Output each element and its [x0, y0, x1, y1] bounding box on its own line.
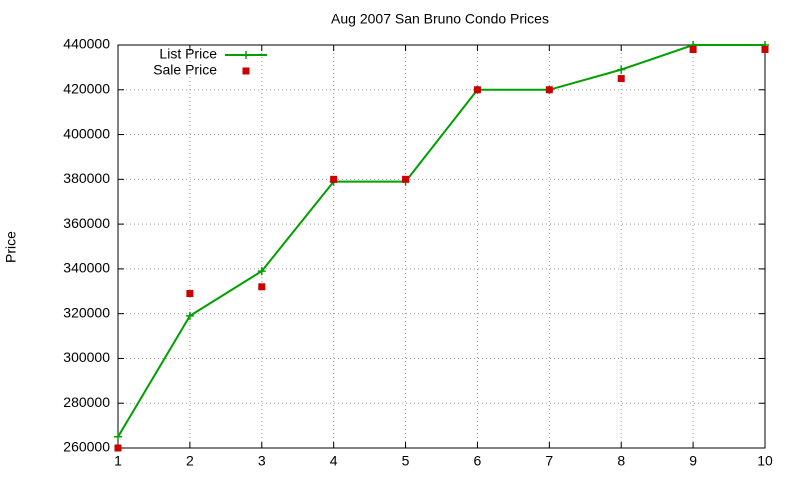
data-point — [258, 283, 266, 291]
x-tick-label: 1 — [114, 453, 122, 469]
x-tick-label: 2 — [186, 453, 194, 469]
data-point — [473, 86, 481, 94]
x-tick-label: 5 — [402, 453, 410, 469]
data-point — [617, 75, 625, 83]
y-tick-label: 420000 — [63, 80, 110, 96]
legend-marker — [242, 67, 250, 75]
legend-label: Sale Price — [153, 62, 217, 78]
x-tick-label: 7 — [545, 453, 553, 469]
data-point — [186, 290, 194, 298]
y-tick-label: 360000 — [63, 215, 110, 231]
y-axis-label: Price — [3, 231, 19, 263]
y-tick-label: 280000 — [63, 394, 110, 410]
x-tick-label: 3 — [258, 453, 266, 469]
plot-frame — [117, 44, 766, 449]
data-point — [114, 432, 122, 441]
data-point — [761, 45, 769, 53]
y-tick-label: 440000 — [63, 36, 110, 52]
series-line — [117, 44, 765, 438]
data-point — [617, 65, 626, 74]
data-point — [330, 175, 338, 183]
legend-marker — [242, 51, 250, 59]
legend-label: List Price — [159, 46, 217, 62]
x-tick-label: 9 — [689, 453, 697, 469]
x-tick-label: 10 — [757, 453, 773, 469]
data-point — [257, 267, 266, 276]
data-point — [185, 311, 194, 320]
x-tick-label: 8 — [617, 453, 625, 469]
y-tick-label: 320000 — [63, 304, 110, 320]
x-tick-label: 4 — [330, 453, 338, 469]
data-point — [545, 86, 553, 94]
y-tick-label: 400000 — [63, 125, 110, 141]
y-tick-label: 340000 — [63, 260, 110, 276]
data-point — [114, 444, 122, 452]
y-tick-label: 260000 — [63, 439, 110, 455]
y-tick-label: 300000 — [63, 349, 110, 365]
data-point — [689, 45, 697, 53]
x-tick-label: 6 — [474, 453, 482, 469]
y-tick-label: 380000 — [63, 170, 110, 186]
chart-title: Aug 2007 San Bruno Condo Prices — [331, 11, 549, 27]
data-point — [402, 175, 410, 183]
